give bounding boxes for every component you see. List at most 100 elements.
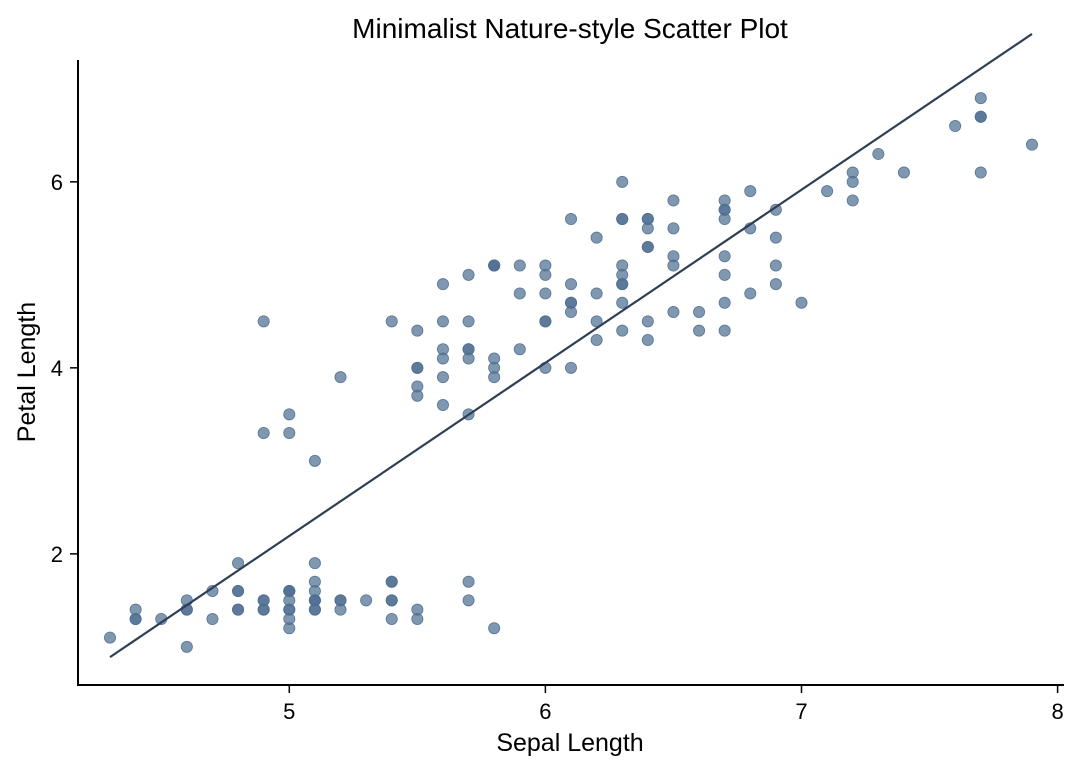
data-point (436, 371, 449, 384)
data-point (693, 324, 706, 337)
data-point (206, 612, 219, 625)
data-point (641, 315, 654, 328)
chart-title: Minimalist Nature-style Scatter Plot (352, 13, 788, 44)
data-point (667, 250, 680, 263)
data-point (565, 361, 578, 374)
data-point (667, 306, 680, 319)
y-tick-label: 4 (51, 356, 63, 381)
data-point (821, 185, 834, 198)
data-point (513, 259, 526, 272)
data-point (616, 268, 629, 281)
x-tick-label: 8 (1051, 699, 1063, 724)
data-point (462, 575, 475, 588)
data-point (718, 250, 731, 263)
data-point (308, 454, 321, 467)
trend-line-layer (109, 33, 1033, 659)
data-point (411, 389, 424, 402)
data-point (897, 166, 910, 179)
data-point (718, 324, 731, 337)
data-point (590, 287, 603, 300)
data-point (769, 231, 782, 244)
data-point (232, 585, 245, 598)
data-point (846, 175, 859, 188)
data-point (565, 306, 578, 319)
data-point (974, 110, 987, 123)
data-point (283, 585, 296, 598)
data-point (616, 324, 629, 337)
data-point (462, 352, 475, 365)
x-tick-label: 6 (539, 699, 551, 724)
data-point (769, 259, 782, 272)
data-point (385, 315, 398, 328)
x-axis-label: Sepal Length (496, 729, 643, 757)
data-point (718, 268, 731, 281)
data-point (974, 166, 987, 179)
data-point (641, 222, 654, 235)
data-point (488, 622, 501, 635)
data-point (667, 222, 680, 235)
data-point (462, 315, 475, 328)
data-point (539, 287, 552, 300)
data-point (283, 603, 296, 616)
data-point (769, 278, 782, 291)
y-tick-label: 2 (51, 542, 63, 567)
data-point (104, 631, 117, 644)
data-point (462, 594, 475, 607)
data-point (539, 268, 552, 281)
data-point (744, 287, 757, 300)
data-point (283, 426, 296, 439)
data-point (565, 278, 578, 291)
data-point (257, 315, 270, 328)
data-point (1025, 138, 1038, 151)
data-point (488, 259, 501, 272)
data-point (667, 194, 680, 207)
data-point (308, 557, 321, 570)
data-point (744, 185, 757, 198)
data-point (974, 92, 987, 105)
y-axis-label: Petal Length (13, 302, 41, 442)
data-point (872, 147, 885, 160)
data-point (616, 213, 629, 226)
data-point (436, 399, 449, 412)
data-point (436, 278, 449, 291)
data-point (411, 324, 424, 337)
data-point (513, 287, 526, 300)
data-point (129, 612, 142, 625)
data-point (949, 120, 962, 133)
data-point (462, 268, 475, 281)
data-point (846, 194, 859, 207)
data-point (718, 203, 731, 216)
data-point (436, 343, 449, 356)
data-point (385, 594, 398, 607)
data-point (693, 306, 706, 319)
data-point (590, 333, 603, 346)
data-point (385, 612, 398, 625)
data-point (334, 594, 347, 607)
data-point (641, 240, 654, 253)
data-point (180, 640, 193, 653)
data-point (360, 594, 373, 607)
data-point (411, 612, 424, 625)
data-point (283, 408, 296, 421)
data-point (539, 315, 552, 328)
data-point (385, 575, 398, 588)
x-axis-ticks: 5 6 7 8 (283, 685, 1064, 724)
x-tick-label: 5 (283, 699, 295, 724)
points-layer (104, 92, 1038, 653)
y-axis-ticks: 2 4 6 (51, 170, 78, 567)
data-point (436, 315, 449, 328)
data-point (488, 361, 501, 374)
data-point (616, 175, 629, 188)
data-point (232, 603, 245, 616)
data-point (565, 213, 578, 226)
data-point (232, 557, 245, 570)
data-point (411, 361, 424, 374)
y-tick-label: 6 (51, 170, 63, 195)
data-point (718, 296, 731, 309)
data-point (616, 296, 629, 309)
data-point (334, 371, 347, 384)
data-point (257, 603, 270, 616)
x-tick-label: 7 (795, 699, 807, 724)
